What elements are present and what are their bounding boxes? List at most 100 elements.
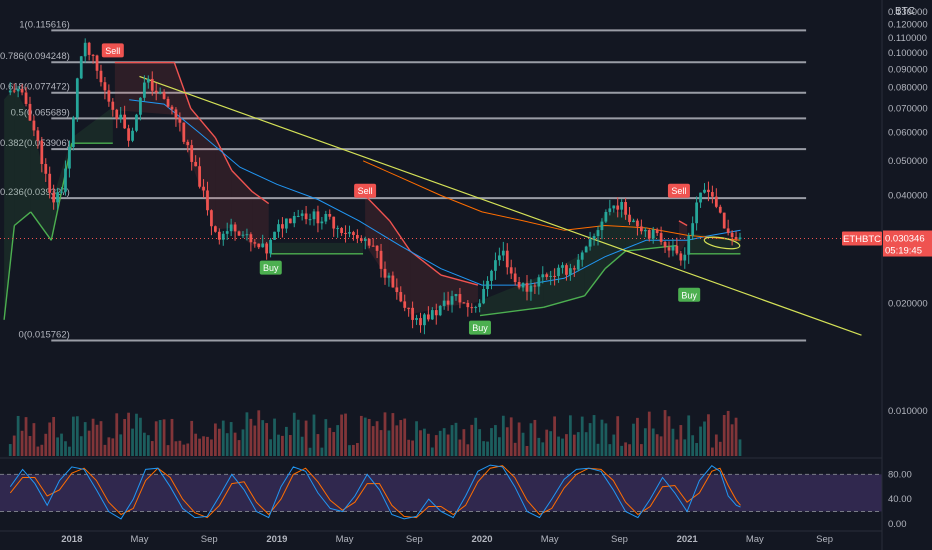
volume-bar	[316, 434, 320, 456]
signal-buy-label: Buy	[472, 323, 488, 333]
candle-body	[52, 192, 56, 203]
candle-body	[580, 252, 584, 260]
volume-bar	[312, 414, 316, 456]
volume-bar	[48, 422, 52, 456]
candle-body	[399, 292, 403, 302]
price-tick-label[interactable]: 0.120000	[888, 20, 928, 31]
volume-bar	[371, 426, 375, 456]
volume-bar	[139, 417, 142, 456]
symbol-tag[interactable]	[842, 231, 882, 246]
volume-bar	[355, 443, 359, 456]
candle-body	[375, 245, 379, 251]
candle-body	[300, 213, 304, 216]
volume-bar	[83, 422, 87, 456]
time-tick-label[interactable]: May	[541, 534, 559, 545]
time-tick-label[interactable]: Sep	[201, 534, 218, 545]
candle-body	[324, 213, 328, 222]
volume-bar	[565, 434, 568, 456]
price-tick-label[interactable]: 0.080000	[888, 83, 928, 94]
candle-body	[249, 234, 253, 243]
signal-sell-tag	[667, 183, 690, 198]
fib-label-0.236: 0.236(0.039327)	[0, 187, 70, 198]
price-tick-label[interactable]: 0.130000	[888, 7, 928, 18]
candle-body	[718, 206, 722, 213]
stop-line-down	[678, 220, 688, 227]
candle-body	[707, 189, 710, 193]
time-tick-label[interactable]: Sep	[816, 534, 833, 545]
stop-line-down	[440, 274, 479, 286]
volume-bar	[612, 434, 616, 456]
candle-body	[462, 302, 466, 304]
volume-bar	[620, 445, 624, 456]
candle-body	[198, 166, 201, 187]
candle-body	[474, 307, 478, 309]
moving-average-orange	[362, 160, 741, 241]
volume-bar	[604, 423, 608, 456]
volume-bar	[111, 438, 115, 456]
price-tick-label[interactable]: 0.090000	[888, 64, 928, 75]
volume-bar	[722, 415, 726, 456]
price-tick-label[interactable]: 0.060000	[888, 127, 928, 138]
price-tick-label[interactable]: 0.010000	[888, 406, 928, 417]
volume-bar	[375, 421, 379, 456]
price-tick-label[interactable]: 0.040000	[888, 191, 928, 202]
volume-bar	[695, 443, 698, 456]
time-tick-label[interactable]: May	[746, 534, 764, 545]
candle-body	[340, 228, 343, 233]
candle-body	[139, 97, 142, 115]
stop-line-down	[389, 220, 411, 252]
volume-bar	[328, 427, 332, 456]
candle-body	[40, 140, 44, 165]
volume-bar	[64, 441, 67, 456]
volume-bar	[628, 444, 631, 456]
candle-body	[730, 232, 734, 238]
fib-retracement[interactable]: 1(0.115616) 0.786(0.094248) 0.618(0.077472…	[0, 19, 807, 342]
volume-bar	[466, 444, 470, 456]
signal-buy-label: Buy	[263, 263, 279, 273]
time-tick-label[interactable]: 2021	[677, 534, 699, 545]
volume-bar	[501, 415, 505, 456]
volume-bar	[474, 417, 478, 456]
candle-body	[726, 228, 730, 233]
volume-bar	[537, 437, 541, 456]
candle-body	[213, 226, 217, 232]
volume-bar	[332, 432, 336, 456]
time-tick-label[interactable]: 2020	[471, 534, 492, 545]
volume-bar	[647, 411, 651, 456]
triangle-highlight-ellipse	[703, 236, 741, 250]
volume-bar	[24, 417, 28, 456]
candle-body	[99, 70, 103, 83]
last-price-tag[interactable]	[883, 230, 932, 257]
volume-bar	[16, 415, 20, 456]
price-tick-label[interactable]: 0.110000	[888, 33, 927, 44]
candle-body	[115, 109, 119, 119]
stop-cloud-fill	[252, 191, 269, 247]
candle-body	[135, 114, 138, 131]
candle-body	[430, 310, 434, 320]
candle-body	[71, 117, 75, 148]
time-tick-label[interactable]: 2018	[61, 534, 82, 545]
candle-body	[359, 238, 363, 241]
price-tick-label[interactable]: 0.070000	[888, 103, 928, 114]
volume-bar	[572, 434, 576, 456]
volume-bar	[99, 421, 103, 456]
time-tick-label[interactable]: May	[336, 534, 354, 545]
volume-bar	[667, 416, 671, 456]
volume-bar	[257, 410, 261, 456]
time-tick-label[interactable]: May	[131, 534, 149, 545]
price-tick-label[interactable]: 0.050000	[888, 156, 928, 167]
stop-cloud-fill	[365, 195, 390, 282]
candle-body	[44, 164, 48, 174]
volume-bar	[71, 416, 75, 456]
volume-bar	[273, 418, 276, 456]
candle-body	[16, 89, 20, 92]
time-tick-label[interactable]: Sep	[611, 534, 628, 545]
price-tick-label[interactable]: 0.100000	[888, 48, 928, 59]
time-tick-label[interactable]: 2019	[266, 534, 287, 545]
volume-bar	[430, 447, 434, 456]
volume-bar	[580, 416, 584, 456]
time-tick-label[interactable]: Sep	[406, 534, 423, 545]
price-tick-label[interactable]: 0.020000	[888, 298, 928, 309]
